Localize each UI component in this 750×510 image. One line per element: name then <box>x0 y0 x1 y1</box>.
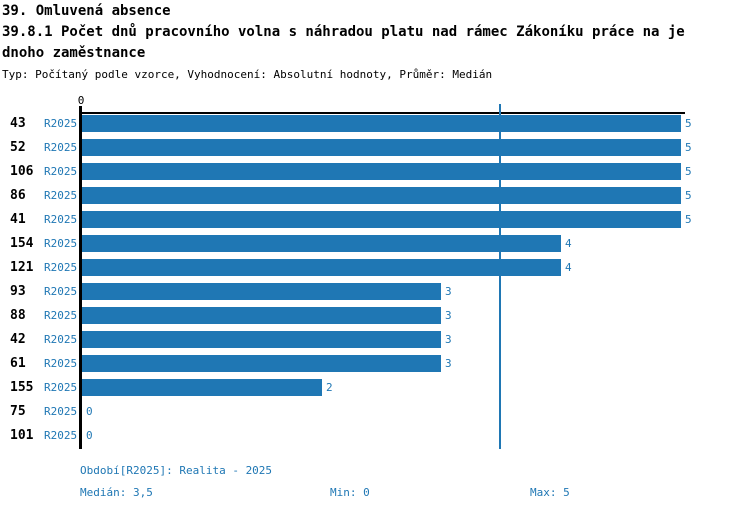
row-period-label: R2025 <box>44 261 78 274</box>
bar <box>82 307 441 324</box>
row-category-label: 121 <box>10 260 34 275</box>
bar-value-label: 0 <box>86 405 93 418</box>
footer-min: Min: 0 <box>330 486 370 499</box>
bar-value-label: 5 <box>685 117 692 130</box>
row-category-label: 61 <box>10 356 26 371</box>
x-axis-tick-label: 0 <box>77 94 85 107</box>
bar-value-label: 3 <box>445 285 452 298</box>
bar-value-label: 5 <box>685 189 692 202</box>
row-period-label: R2025 <box>44 117 78 130</box>
bar-value-label: 3 <box>445 333 452 346</box>
bar <box>82 259 561 276</box>
bar-chart: 0 43 R2025 5 52 R2025 5 106 R2025 5 86 R2025 5 41 R20… <box>0 94 750 449</box>
row-category-label: 155 <box>10 380 34 395</box>
chart-row: 43 R2025 5 <box>0 115 750 132</box>
chart-row: 155 R2025 2 <box>0 379 750 396</box>
row-category-label: 88 <box>10 308 26 323</box>
bar-value-label: 2 <box>326 381 333 394</box>
chart-header: 39. Omluvená absence 39.8.1 Počet dnů pr… <box>2 1 748 82</box>
row-category-label: 101 <box>10 428 34 443</box>
row-category-label: 106 <box>10 164 34 179</box>
row-period-label: R2025 <box>44 285 78 298</box>
row-period-label: R2025 <box>44 309 78 322</box>
chart-title: 39.8.1 Počet dnů pracovního volna s náhr… <box>2 24 685 61</box>
bar-value-label: 4 <box>565 261 572 274</box>
row-category-label: 52 <box>10 140 26 155</box>
chart-row: 106 R2025 5 <box>0 163 750 180</box>
y-axis-line <box>79 106 82 449</box>
row-period-label: R2025 <box>44 165 78 178</box>
chart-row: 88 R2025 3 <box>0 307 750 324</box>
bar <box>82 187 681 204</box>
bar <box>82 139 681 156</box>
chart-row: 42 R2025 3 <box>0 331 750 348</box>
bar <box>82 331 441 348</box>
footer-median: Medián: 3,5 <box>80 486 153 499</box>
chart-row: 52 R2025 5 <box>0 139 750 156</box>
row-period-label: R2025 <box>44 333 78 346</box>
row-category-label: 154 <box>10 236 34 251</box>
bar-value-label: 0 <box>86 429 93 442</box>
bar <box>82 115 681 132</box>
row-period-label: R2025 <box>44 429 78 442</box>
row-period-label: R2025 <box>44 141 78 154</box>
median-line <box>499 104 501 449</box>
chart-subtitle: Typ: Počítaný podle vzorce, Vyhodnocení:… <box>2 68 493 81</box>
bar-value-label: 5 <box>685 165 692 178</box>
chart-row: 61 R2025 3 <box>0 355 750 372</box>
row-category-label: 93 <box>10 284 26 299</box>
chart-row: 41 R2025 5 <box>0 211 750 228</box>
chart-row: 93 R2025 3 <box>0 283 750 300</box>
row-period-label: R2025 <box>44 405 78 418</box>
row-category-label: 86 <box>10 188 26 203</box>
chart-row: 86 R2025 5 <box>0 187 750 204</box>
chart-row: 101 R2025 0 <box>0 427 750 444</box>
bar-value-label: 5 <box>685 141 692 154</box>
row-category-label: 43 <box>10 116 26 131</box>
row-category-label: 41 <box>10 212 26 227</box>
bar <box>82 163 681 180</box>
bar-value-label: 4 <box>565 237 572 250</box>
row-category-label: 75 <box>10 404 26 419</box>
bar <box>82 355 441 372</box>
footer-max: Max: 5 <box>530 486 570 499</box>
row-period-label: R2025 <box>44 381 78 394</box>
row-period-label: R2025 <box>44 189 78 202</box>
row-period-label: R2025 <box>44 213 78 226</box>
bar <box>82 379 322 396</box>
chart-row: 121 R2025 4 <box>0 259 750 276</box>
row-period-label: R2025 <box>44 237 78 250</box>
chart-row: 75 R2025 0 <box>0 403 750 420</box>
bar <box>82 235 561 252</box>
x-axis-line <box>81 112 685 114</box>
row-period-label: R2025 <box>44 357 78 370</box>
bar-value-label: 3 <box>445 309 452 322</box>
bar-value-label: 3 <box>445 357 452 370</box>
bar <box>82 211 681 228</box>
bar-value-label: 5 <box>685 213 692 226</box>
bar <box>82 283 441 300</box>
page-title: 39. Omluvená absence <box>2 3 171 19</box>
row-category-label: 42 <box>10 332 26 347</box>
footer-period-info: Období[R2025]: Realita - 2025 <box>80 464 273 477</box>
chart-row: 154 R2025 4 <box>0 235 750 252</box>
